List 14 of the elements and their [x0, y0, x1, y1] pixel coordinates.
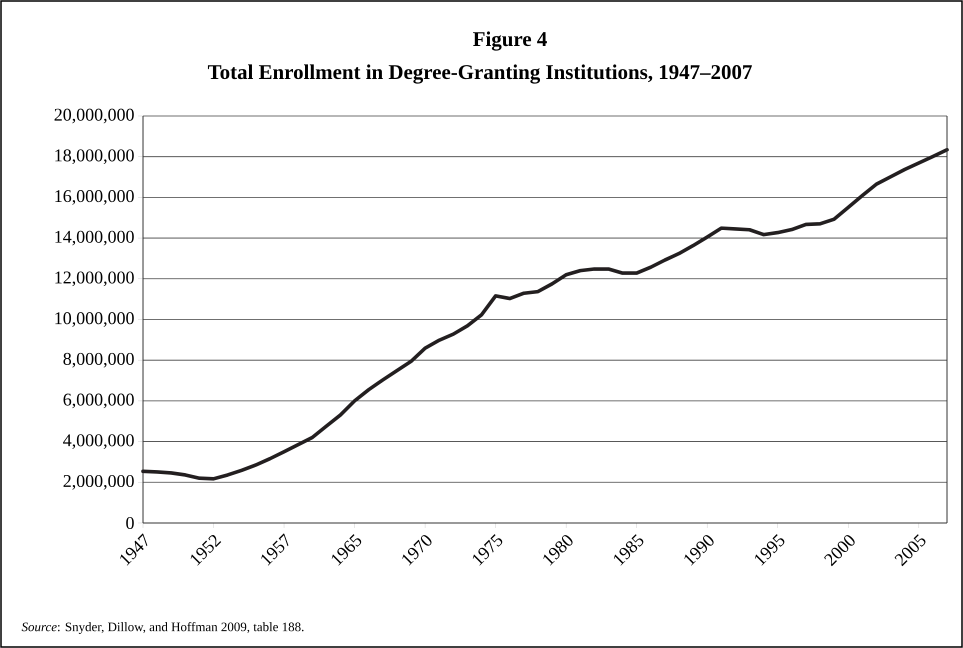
y-tick-label: 10,000,000	[55, 312, 134, 327]
y-tick-label: 20,000,000	[54, 108, 134, 124]
chart-subtitle: Total Enrollment in Degree-Granting Institutions, 1947–2007	[208, 64, 752, 84]
y-tick-label: 6,000,000	[64, 394, 134, 408]
y-tick-label: 16,000,000	[55, 190, 134, 205]
y-tick-label: 4,000,000	[63, 434, 134, 449]
y-tick-label: 0	[126, 516, 134, 530]
text: Source: Snyder, Dillow, and Hoffman 2009, table 188.	[22, 622, 304, 634]
y-tick-label: 12,000,000	[55, 271, 134, 286]
chart-title: Figure 4	[473, 31, 547, 51]
y-tick-label: 18,000,000	[55, 149, 134, 164]
y-tick-label: 2,000,000	[64, 474, 134, 490]
y-tick-label: 8,000,000	[63, 352, 134, 368]
y-tick-label: 14,000,000	[55, 230, 134, 246]
